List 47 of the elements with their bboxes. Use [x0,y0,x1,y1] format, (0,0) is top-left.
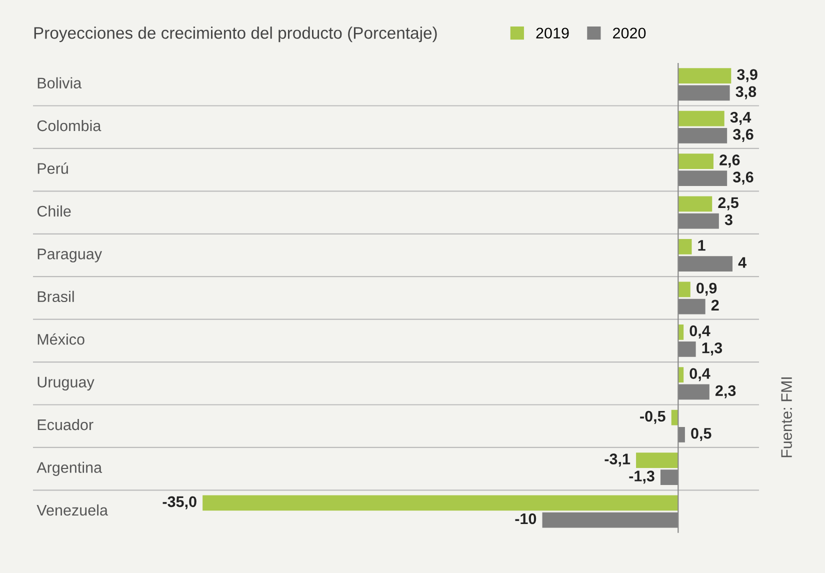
bar [202,495,678,511]
data-label: 3,9 [737,69,758,82]
bar [678,239,692,254]
data-label: -10 [515,513,536,524]
legend-label: 2019 [536,28,569,39]
data-label: -35,0 [162,496,196,510]
y-tick-label: Ecuador [38,418,94,430]
legend-label: 2020 [613,28,646,39]
data-label: 0,4 [690,368,710,382]
data-label: -0,5 [640,410,666,424]
bar [678,68,732,84]
bar [678,324,684,340]
data-label: 2,5 [718,197,738,210]
data-label: -1,3 [629,470,654,484]
bar [678,367,684,383]
y-tick-label: Perú [38,162,68,174]
data-label: 1 [698,240,706,251]
data-label: 2,6 [720,154,740,168]
y-tick-label: Argentina [36,462,102,476]
data-label: 0,4 [690,325,710,338]
y-tick-label: Bolivia [38,77,82,88]
bar [636,452,678,468]
y-tick-label: Brasil [38,290,74,302]
data-label: 0,5 [691,428,712,441]
data-label: 2 [711,300,719,310]
bar [678,196,712,212]
source-note: Fuente: FMI [781,377,792,458]
y-tick-label: Colombia [37,120,102,132]
chart-title: Proyecciones de crecimiento del producto (Porcentaje) [34,26,437,42]
data-label: -3,1 [604,454,630,467]
y-tick-label: México [38,333,84,345]
data-label: 1,3 [702,342,722,356]
bar [678,154,714,169]
y-tick-label: Chile [37,205,71,217]
data-label: 3,6 [732,172,754,185]
data-label: 0,9 [696,282,717,296]
data-label: 4 [738,257,746,268]
data-label: 3 [724,214,732,226]
data-label: 3,4 [730,112,752,125]
data-label: 2,3 [715,385,736,398]
bar [678,110,724,126]
bar [678,282,690,298]
y-tick-label: Paraguay [38,248,102,262]
data-label: 3,8 [736,86,756,100]
y-tick-label: Venezuela [36,504,108,516]
data-label: 3,6 [732,128,754,142]
y-tick-label: Uruguay [38,376,94,391]
